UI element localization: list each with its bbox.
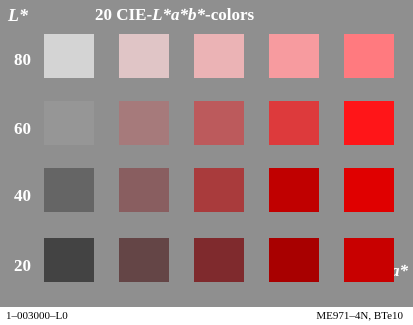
color-swatch: [344, 168, 394, 212]
color-swatch: [269, 34, 319, 78]
color-swatch: [344, 34, 394, 78]
color-swatch: [344, 238, 394, 282]
y-tick-label: 60: [14, 119, 31, 138]
footer-right-code: ME971–4N, BTe10: [316, 310, 403, 322]
color-swatch: [44, 34, 94, 78]
color-swatch: [119, 238, 169, 282]
color-swatch: [119, 34, 169, 78]
color-swatch: [194, 34, 244, 78]
y-tick-label: 40: [14, 186, 31, 205]
color-swatch: [269, 168, 319, 212]
color-swatch: [44, 168, 94, 212]
color-swatch: [344, 101, 394, 145]
color-swatch: [119, 101, 169, 145]
y-tick-label: 80: [14, 50, 31, 69]
color-chart-panel: L* 20 CIE-L*a*b*-colors a* 80 60 40 20 0…: [0, 0, 413, 307]
color-swatch: [119, 168, 169, 212]
color-swatch: [194, 101, 244, 145]
y-axis-label: L*: [8, 5, 28, 25]
color-swatch: [269, 238, 319, 282]
x-axis-label: a*: [391, 261, 408, 280]
footer-left-code: 1–003000–L0: [6, 310, 68, 322]
color-swatch: [194, 168, 244, 212]
chart-title: 20 CIE-L*a*b*-colors: [95, 5, 255, 24]
color-swatch: [44, 101, 94, 145]
color-swatch: [269, 101, 319, 145]
y-tick-label: 20: [14, 256, 31, 275]
color-swatch: [44, 238, 94, 282]
color-swatch: [194, 238, 244, 282]
